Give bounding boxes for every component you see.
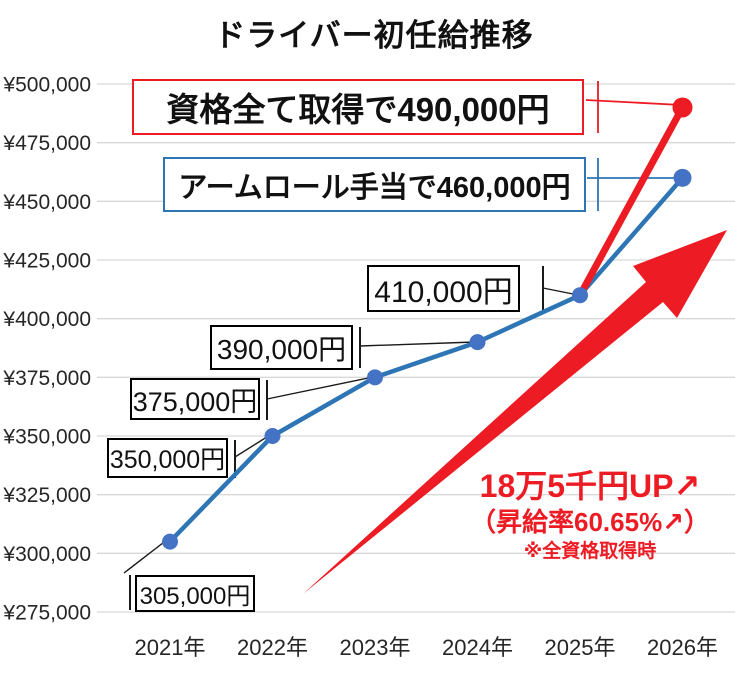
data-point-blue-375000 <box>367 369 383 386</box>
point-label-410000: 410,000円 <box>367 265 520 312</box>
y-axis-tick-label: ¥450,000 <box>2 191 91 214</box>
x-axis-tick-label: 2025年 <box>545 635 616 660</box>
x-axis-tick-label: 2023年 <box>340 635 411 660</box>
point-label-375000: 375,000円 <box>130 378 260 420</box>
data-point-blue-410000 <box>572 287 588 304</box>
x-axis-tick-label: 2022年 <box>237 635 308 660</box>
y-axis-tick-label: ¥400,000 <box>2 308 91 331</box>
callout-490000: 資格全て取得で490,000円 <box>132 79 584 135</box>
y-axis-tick-label: ¥325,000 <box>2 484 91 507</box>
point-label-305000: 305,000円 <box>135 575 255 612</box>
x-axis-tick-label: 2024年 <box>442 635 513 660</box>
point-label-390000: 390,000円 <box>210 325 353 370</box>
leader-line <box>585 99 682 106</box>
y-axis-tick-label: ¥500,000 <box>2 74 91 97</box>
up-rate-text: （昇給率60.65%↗） <box>470 506 710 537</box>
y-axis-tick-label: ¥300,000 <box>2 543 91 566</box>
leader-line <box>234 434 271 458</box>
chart-title: ドライバー初任給推移 <box>214 18 534 53</box>
leader-line <box>123 538 169 574</box>
salary-line-red <box>576 103 686 299</box>
salary-line-blue <box>168 176 685 544</box>
data-point-blue-305000 <box>162 533 178 550</box>
callout-460000: アームロール手当で460,000円 <box>163 157 586 212</box>
y-axis-tick-label: ¥425,000 <box>2 250 91 273</box>
data-point-blue-460000 <box>673 168 692 187</box>
up-note-caption: ※全資格取得時 <box>523 540 657 562</box>
up-amount-text: 18万5千円UP↗ <box>479 468 701 504</box>
x-axis-tick-label: 2021年 <box>135 635 206 660</box>
leader-line <box>359 341 476 347</box>
data-point-blue-350000 <box>264 428 281 444</box>
point-label-350000: 350,000円 <box>107 438 228 478</box>
big-up-arrow <box>303 230 727 594</box>
y-axis-tick-label: ¥350,000 <box>2 426 91 449</box>
x-axis-tick-label: 2026年 <box>647 635 718 660</box>
salary-up-note: 18万5千円UP↗ （昇給率60.65%↗） ※全資格取得時 <box>445 468 735 563</box>
y-axis-tick-label: ¥475,000 <box>2 132 91 155</box>
data-point-red-490000 <box>672 97 693 118</box>
data-point-blue-390000 <box>469 334 486 351</box>
y-axis-tick-label: ¥275,000 <box>2 602 91 625</box>
y-axis-tick-label: ¥375,000 <box>2 367 91 390</box>
leader-line <box>266 376 374 400</box>
